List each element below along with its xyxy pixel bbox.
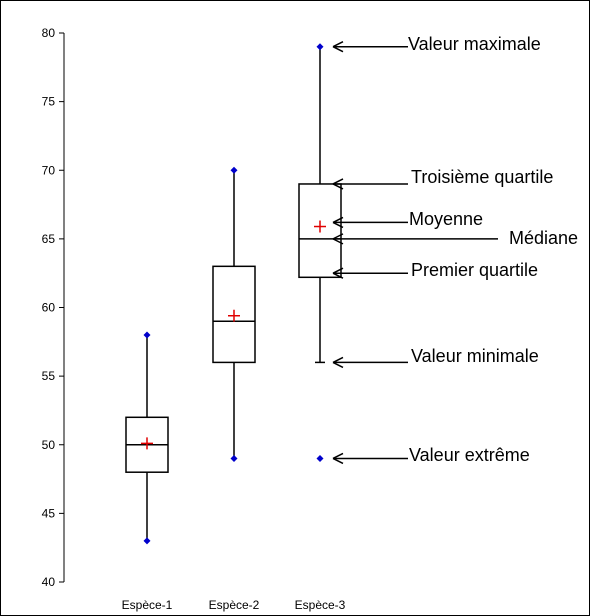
annotation: Valeur maximale: [332, 34, 541, 54]
category-label: Espèce-1: [122, 598, 173, 612]
annotation-arrow-head: [332, 356, 344, 369]
y-tick-label: 55: [42, 369, 56, 383]
boxes: [125, 43, 342, 545]
y-tick-label: 40: [42, 575, 56, 589]
annotation-arrow-head: [332, 216, 344, 229]
annotation: Moyenne: [332, 209, 483, 229]
annotation-label: Valeur minimale: [411, 346, 539, 366]
annotation: Troisième quartile: [332, 167, 553, 190]
category-label: Espèce-2: [209, 598, 260, 612]
box-2: [212, 166, 256, 462]
annotation-arrow-head: [332, 267, 344, 279]
y-tick-label: 70: [42, 163, 56, 177]
annotation-label: Premier quartile: [411, 260, 538, 280]
y-tick-label: 60: [42, 301, 56, 315]
annotation-label: Moyenne: [409, 209, 483, 229]
y-tick-label: 75: [42, 95, 56, 109]
annotation: Valeur minimale: [332, 346, 539, 369]
annotation-label: Médiane: [509, 228, 578, 248]
y-tick-label: 65: [42, 232, 56, 246]
annotation: Valeur extrême: [332, 445, 530, 465]
iqr-box: [298, 183, 342, 279]
y-tick-label: 80: [42, 26, 56, 40]
annotation-arrow-head: [332, 452, 344, 465]
iqr-box: [212, 265, 256, 364]
annotation-arrow-head: [332, 178, 344, 190]
annotation-label: Valeur extrême: [409, 445, 530, 465]
annotation-label: Troisième quartile: [411, 167, 553, 187]
extreme-marker: [143, 331, 151, 339]
annotations: Valeur maximale Troisième quartile Moyenne…: [332, 34, 578, 465]
annotation-arrow-head: [332, 41, 344, 53]
extreme-marker: [230, 454, 238, 462]
outlier-marker: [316, 454, 324, 462]
annotation: Médiane: [332, 228, 578, 248]
annotation-arrow-head: [332, 233, 344, 245]
category-labels: Espèce-1 Espèce-2 Espèce-3: [122, 598, 346, 612]
extreme-marker: [143, 537, 151, 545]
box-1: [125, 331, 169, 545]
y-tick-label: 50: [42, 438, 56, 452]
annotation-label: Valeur maximale: [408, 34, 541, 54]
extreme-marker: [230, 166, 238, 174]
category-label: Espèce-3: [295, 598, 346, 612]
extreme-marker: [316, 43, 324, 51]
box-3: [298, 43, 342, 462]
y-axis: 40 45 50 55 60 65 70 75 80: [42, 26, 65, 589]
annotation: Premier quartile: [332, 260, 538, 280]
y-tick-label: 45: [42, 506, 56, 520]
